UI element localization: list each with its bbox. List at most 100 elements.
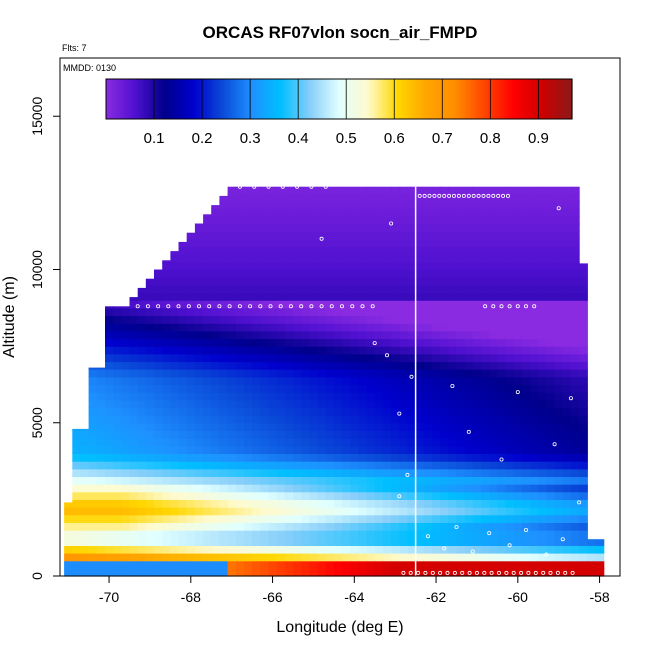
- heatmap-cell: [227, 330, 237, 340]
- heatmap-cell: [276, 215, 286, 225]
- heatmap-cell: [235, 445, 245, 454]
- heatmap-cell: [382, 514, 392, 523]
- heatmap-cell: [497, 376, 507, 386]
- heatmap-cell: [464, 468, 474, 477]
- heatmap-cell: [472, 254, 482, 263]
- heatmap-cell: [325, 461, 335, 470]
- heatmap-cell: [530, 461, 539, 470]
- heatmap-cell: [481, 491, 490, 500]
- heatmap-cell: [554, 461, 564, 470]
- colorbar-swatch: [242, 79, 246, 119]
- heatmap-cell: [464, 246, 474, 255]
- heatmap-cell: [530, 484, 539, 493]
- heatmap-cell: [333, 238, 343, 248]
- heatmap-cell: [227, 415, 237, 424]
- heatmap-cell: [268, 346, 278, 355]
- heatmap-cell: [170, 261, 180, 271]
- heatmap-cell: [309, 246, 319, 255]
- heatmap-cell: [358, 507, 368, 516]
- colorbar-swatch: [444, 79, 448, 119]
- heatmap-cell: [407, 208, 417, 217]
- heatmap-cell: [235, 338, 245, 347]
- heatmap-cell: [211, 422, 220, 431]
- heatmap-cell: [260, 415, 270, 424]
- heatmap-cell: [546, 476, 556, 485]
- heatmap-cell: [333, 261, 343, 271]
- heatmap-cell: [80, 476, 90, 485]
- heatmap-cell: [252, 522, 261, 531]
- heatmap-cell: [121, 568, 131, 577]
- heatmap-cell: [546, 537, 556, 546]
- heatmap-cell: [562, 292, 572, 301]
- heatmap-cell: [391, 407, 400, 416]
- heatmap-cell: [178, 261, 188, 271]
- heatmap-cell: [481, 476, 490, 485]
- heatmap-cell: [513, 530, 523, 539]
- heatmap-cell: [88, 468, 98, 477]
- heatmap-cell: [489, 330, 498, 340]
- heatmap-cell: [415, 215, 425, 225]
- heatmap-cell: [333, 338, 343, 347]
- heatmap-cell: [276, 415, 286, 424]
- heatmap-cell: [325, 568, 335, 577]
- heatmap-cell: [562, 186, 572, 194]
- heatmap-cell: [342, 338, 351, 347]
- heatmap-cell: [211, 384, 220, 393]
- heatmap-cell: [317, 507, 327, 516]
- heatmap-cell: [276, 238, 286, 248]
- heatmap-cell: [96, 384, 106, 393]
- heatmap-cell: [546, 208, 556, 217]
- heatmap-cell: [350, 186, 359, 194]
- heatmap-cell: [448, 338, 458, 347]
- heatmap-cell: [570, 369, 580, 378]
- heatmap-cell: [415, 186, 425, 194]
- heatmap-cell: [105, 545, 114, 554]
- heatmap-cell: [235, 330, 245, 340]
- heatmap-cell: [121, 545, 131, 554]
- heatmap-cell: [562, 254, 572, 263]
- heatmap-cell: [513, 560, 523, 569]
- heatmap-cell: [448, 392, 458, 401]
- heatmap-cell: [170, 507, 180, 516]
- heatmap-cell: [186, 369, 196, 378]
- heatmap-cell: [145, 507, 155, 516]
- heatmap-cell: [456, 453, 466, 462]
- heatmap-cell: [521, 522, 531, 531]
- heatmap-cell: [284, 208, 294, 217]
- heatmap-cell: [219, 560, 229, 569]
- colorbar-swatch: [238, 79, 242, 119]
- heatmap-cell: [579, 484, 588, 493]
- heatmap-cell: [113, 315, 122, 324]
- heatmap-cell: [194, 537, 204, 546]
- heatmap-cell: [374, 208, 384, 217]
- heatmap-cell: [309, 277, 319, 286]
- heatmap-cell: [481, 537, 490, 546]
- heatmap-cell: [154, 453, 163, 462]
- heatmap-cell: [391, 507, 400, 516]
- heatmap-cell: [407, 338, 417, 347]
- heatmap-cell: [481, 231, 490, 240]
- heatmap-cell: [464, 553, 474, 562]
- heatmap-cell: [391, 491, 400, 500]
- heatmap-cell: [423, 476, 433, 485]
- heatmap-cell: [391, 553, 400, 562]
- heatmap-cell: [105, 315, 114, 324]
- heatmap-cell: [252, 392, 261, 401]
- heatmap-cell: [415, 530, 425, 539]
- heatmap-cell: [562, 499, 572, 508]
- heatmap-cell: [145, 430, 155, 439]
- heatmap-cell: [121, 422, 131, 431]
- heatmap-cell: [105, 461, 114, 470]
- colorbar-tick-label: 0.4: [288, 130, 309, 147]
- heatmap-cell: [325, 223, 335, 232]
- heatmap-cell: [546, 499, 556, 508]
- sample-point: [438, 570, 443, 575]
- heatmap-cell: [554, 476, 564, 485]
- heatmap-cell: [203, 560, 212, 569]
- heatmap-cell: [145, 484, 155, 493]
- heatmap-cell: [382, 323, 392, 332]
- heatmap-cell: [472, 384, 482, 393]
- heatmap-cell: [350, 323, 359, 332]
- heatmap-cell: [170, 491, 180, 500]
- colorbar-swatch: [202, 79, 206, 119]
